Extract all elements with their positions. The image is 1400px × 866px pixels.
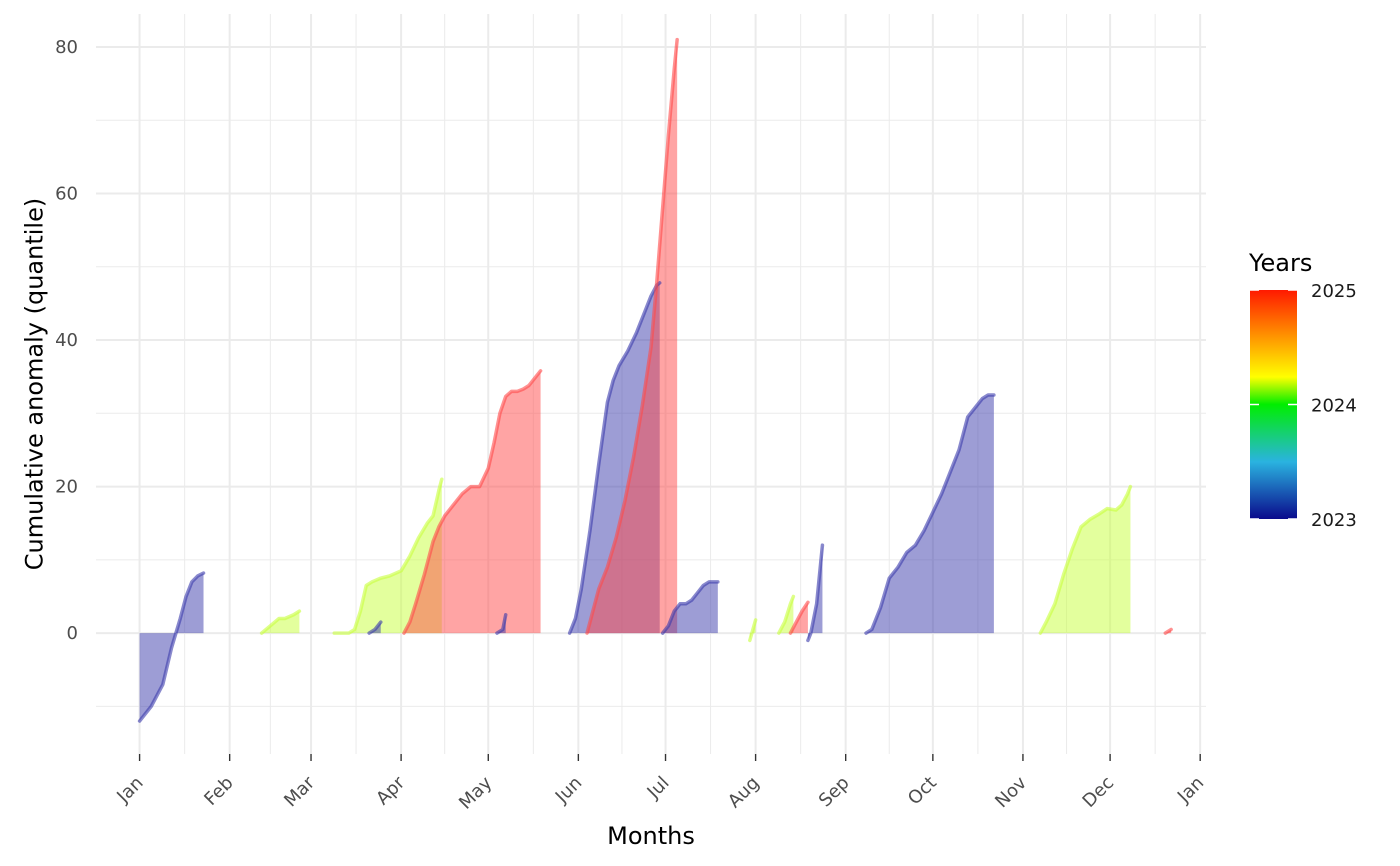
line-2023-12 — [806, 543, 825, 643]
legend-title: Years — [1248, 249, 1312, 277]
line-2025-7 — [585, 37, 679, 635]
x-tick-label: Sep — [815, 772, 854, 811]
line-2025-4 — [402, 369, 543, 635]
line-2023-8 — [660, 580, 720, 635]
x-tick-label: Dec — [1079, 772, 1118, 811]
area-2024-10 — [778, 596, 794, 634]
area-2023-13 — [866, 394, 994, 634]
line-2023-6 — [567, 281, 662, 635]
legend-label: 2025 — [1311, 281, 1357, 302]
line-2024-9 — [748, 618, 758, 643]
y-axis-ticks: 0 20 40 60 80 — [55, 37, 78, 644]
x-tick-label: Jan — [1173, 772, 1208, 807]
x-tick-label: Mar — [280, 772, 319, 811]
x-tick-label: Apr — [372, 772, 409, 809]
area-2023-8 — [662, 581, 718, 634]
y-tick-label: 60 — [55, 184, 78, 205]
x-tick-label: Nov — [991, 772, 1031, 812]
x-tick-label: Jun — [551, 772, 586, 807]
area-2025-4 — [404, 370, 541, 634]
line-2025-15 — [1163, 627, 1173, 635]
series-areas — [139, 39, 1172, 722]
line-2023-3 — [367, 620, 383, 635]
y-tick-label: 40 — [55, 330, 78, 351]
legend: Years 2023 2024 2025 — [1248, 249, 1357, 531]
y-tick-label: 0 — [67, 623, 78, 644]
line-2024-14 — [1038, 484, 1133, 635]
line-2025-11 — [788, 600, 810, 635]
x-tick-label: Jan — [112, 772, 147, 807]
x-axis-ticks: Jan Feb Mar Apr May Jun Jul Aug Sep Oct Nov Dec Jan — [112, 754, 1208, 814]
x-tick-label: Oct — [904, 772, 941, 809]
y-tick-label: 20 — [55, 477, 78, 498]
area-2023-3 — [369, 622, 381, 634]
x-tick-label: May — [455, 772, 496, 813]
line-2024-2 — [332, 477, 444, 635]
x-axis-title: Months — [607, 822, 695, 850]
y-axis-title: Cumulative anomaly (quantile) — [20, 198, 48, 570]
legend-labels: 2023 2024 2025 — [1250, 281, 1357, 531]
line-2024-1 — [259, 609, 302, 635]
area-2024-2 — [334, 479, 442, 634]
area-2023-12 — [807, 545, 823, 641]
area-2024-14 — [1040, 486, 1131, 634]
line-2023-5 — [495, 613, 508, 635]
legend-label: 2023 — [1311, 510, 1357, 531]
line-2024-10 — [777, 594, 796, 635]
x-tick-label: Feb — [200, 772, 237, 809]
series-lines — [137, 37, 1173, 723]
x-tick-label: Jul — [643, 772, 674, 803]
x-tick-label: Aug — [724, 772, 764, 812]
y-tick-label: 80 — [55, 37, 78, 58]
legend-label: 2024 — [1311, 396, 1357, 417]
area-2025-7 — [587, 39, 678, 634]
line-2023-13 — [864, 393, 996, 635]
line-2023-0 — [137, 571, 206, 723]
